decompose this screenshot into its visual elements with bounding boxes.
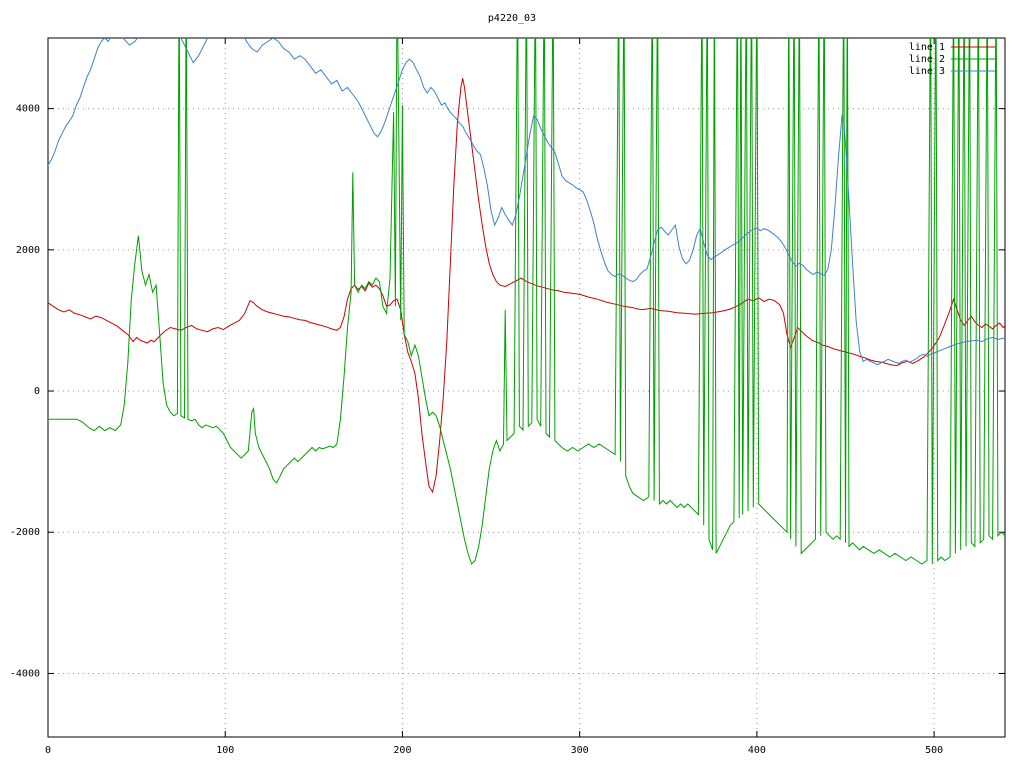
x-tick-label: 100 <box>216 745 234 756</box>
plot-border <box>47 37 1006 738</box>
x-tick-label: 300 <box>571 745 589 756</box>
series-line-1 <box>48 78 1005 494</box>
chart-title: p4220_03 <box>488 13 536 24</box>
x-tick-label: 0 <box>45 745 51 756</box>
y-tick-label: -2000 <box>10 527 40 538</box>
y-tick-label: -4000 <box>10 668 40 679</box>
series-line-3 <box>48 38 1005 366</box>
legend-label: line 1 <box>909 42 945 53</box>
x-tick-label: 400 <box>748 745 766 756</box>
y-tick-label: 4000 <box>16 104 40 115</box>
series-line-2 <box>48 38 1005 565</box>
x-tick-label: 200 <box>393 745 411 756</box>
legend-label: line 2 <box>909 54 945 65</box>
y-tick-label: 2000 <box>16 245 40 256</box>
series-group <box>48 38 1005 565</box>
legend-label: line 3 <box>909 66 945 77</box>
x-tick-label: 500 <box>925 745 943 756</box>
y-tick-label: 0 <box>34 386 40 397</box>
